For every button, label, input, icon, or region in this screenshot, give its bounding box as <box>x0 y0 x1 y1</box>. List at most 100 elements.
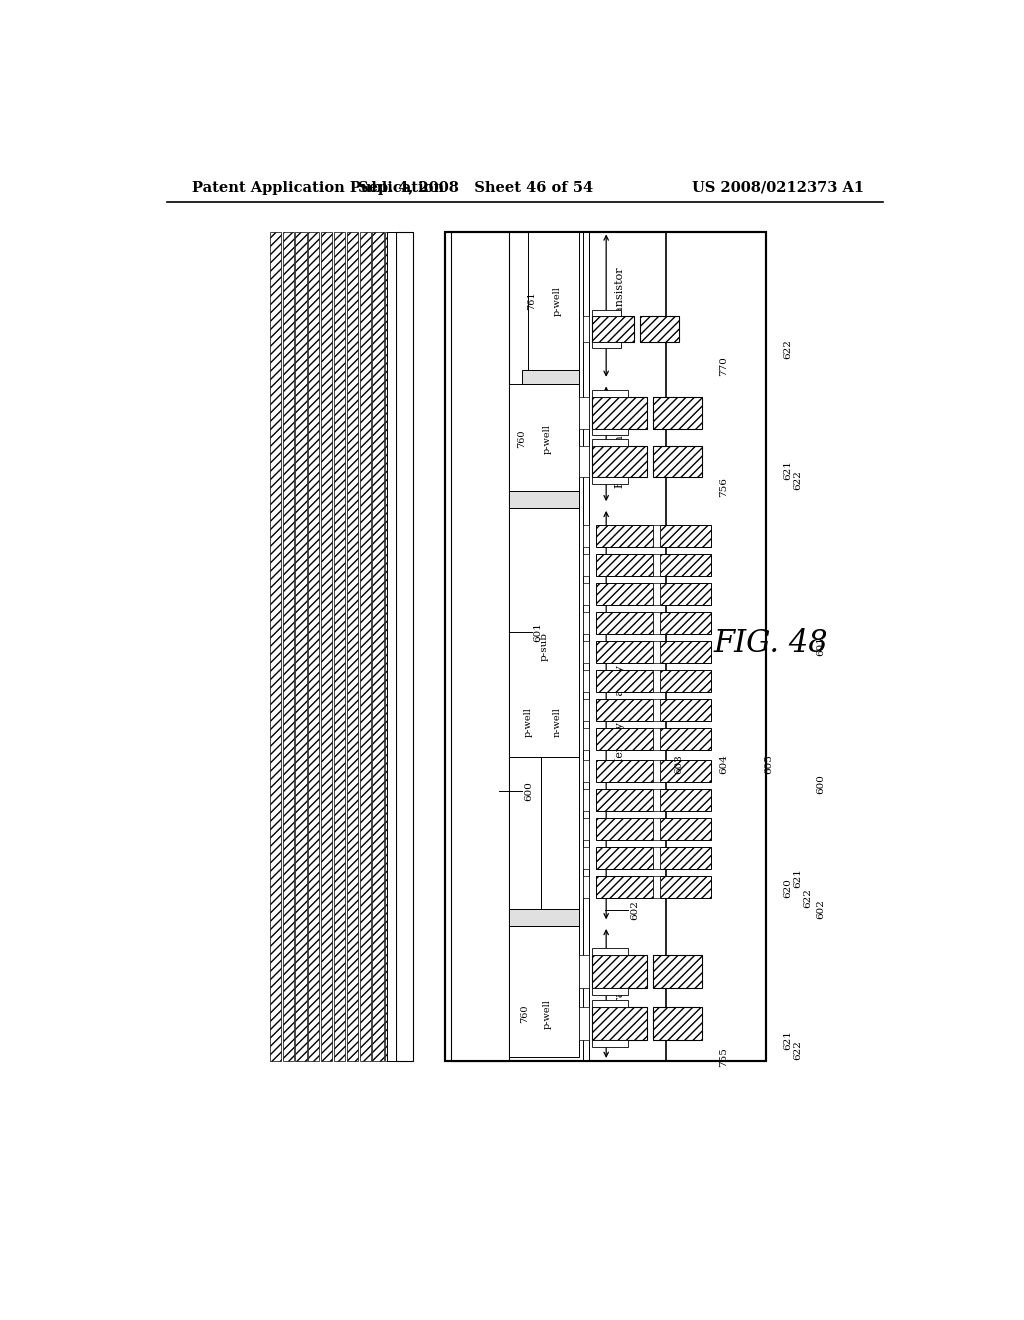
Polygon shape <box>269 231 281 1061</box>
Polygon shape <box>653 727 659 750</box>
Text: 622: 622 <box>794 1040 803 1060</box>
Text: 603: 603 <box>675 754 684 774</box>
Polygon shape <box>385 231 396 1061</box>
Polygon shape <box>509 756 541 908</box>
Polygon shape <box>387 231 396 1061</box>
Polygon shape <box>596 553 653 576</box>
Text: 605: 605 <box>765 754 773 774</box>
Polygon shape <box>592 948 628 956</box>
Polygon shape <box>596 524 653 546</box>
Polygon shape <box>359 231 371 1061</box>
Polygon shape <box>592 989 628 995</box>
Polygon shape <box>659 727 711 750</box>
Polygon shape <box>541 756 580 908</box>
Text: 600: 600 <box>524 781 534 801</box>
Polygon shape <box>640 315 679 342</box>
Polygon shape <box>583 611 589 634</box>
Polygon shape <box>596 640 653 663</box>
Polygon shape <box>509 491 580 508</box>
Polygon shape <box>653 640 659 663</box>
Text: p-well: p-well <box>543 999 552 1028</box>
Polygon shape <box>583 817 589 840</box>
Polygon shape <box>509 927 580 1057</box>
Polygon shape <box>659 582 711 605</box>
Polygon shape <box>334 231 345 1061</box>
Polygon shape <box>583 698 589 721</box>
Polygon shape <box>592 342 622 347</box>
Polygon shape <box>583 846 589 869</box>
Polygon shape <box>583 669 589 692</box>
Polygon shape <box>444 231 766 1061</box>
Polygon shape <box>521 370 580 384</box>
Polygon shape <box>659 876 711 899</box>
Polygon shape <box>653 397 701 429</box>
Polygon shape <box>583 759 589 781</box>
Polygon shape <box>596 846 653 869</box>
Polygon shape <box>596 698 653 721</box>
Polygon shape <box>283 231 294 1061</box>
Polygon shape <box>509 384 580 491</box>
Polygon shape <box>396 231 413 1061</box>
Text: Patent Application Publication: Patent Application Publication <box>191 181 443 194</box>
Polygon shape <box>596 669 653 692</box>
Text: 601: 601 <box>816 636 824 656</box>
Polygon shape <box>659 698 711 721</box>
Polygon shape <box>583 640 589 663</box>
Polygon shape <box>583 727 589 750</box>
Polygon shape <box>580 1007 589 1040</box>
Text: US 2008/0212373 A1: US 2008/0212373 A1 <box>692 181 864 194</box>
Polygon shape <box>659 640 711 663</box>
Polygon shape <box>653 582 659 605</box>
Text: n-well: n-well <box>553 708 561 737</box>
Polygon shape <box>659 846 711 869</box>
Text: 622: 622 <box>803 888 812 908</box>
Polygon shape <box>596 582 653 605</box>
Polygon shape <box>592 1001 628 1007</box>
Polygon shape <box>592 438 628 446</box>
Polygon shape <box>583 788 589 810</box>
Polygon shape <box>653 788 659 810</box>
Polygon shape <box>653 846 659 869</box>
Polygon shape <box>653 669 659 692</box>
Polygon shape <box>596 788 653 810</box>
Polygon shape <box>596 727 653 750</box>
Polygon shape <box>653 553 659 576</box>
Polygon shape <box>592 315 634 342</box>
Text: 756: 756 <box>720 478 728 498</box>
Polygon shape <box>659 817 711 840</box>
Polygon shape <box>451 231 509 1061</box>
Polygon shape <box>653 698 659 721</box>
Polygon shape <box>583 876 589 899</box>
Polygon shape <box>659 524 711 546</box>
Polygon shape <box>295 231 306 1061</box>
Text: Memory cell array: Memory cell array <box>615 665 626 770</box>
Polygon shape <box>596 876 653 899</box>
Polygon shape <box>659 553 711 576</box>
Polygon shape <box>653 611 659 634</box>
Text: 760: 760 <box>517 429 526 447</box>
Text: FHV transistor: FHV transistor <box>615 952 626 1036</box>
Polygon shape <box>528 231 580 370</box>
Polygon shape <box>322 231 332 1061</box>
Polygon shape <box>583 315 589 342</box>
Polygon shape <box>659 759 711 781</box>
Polygon shape <box>653 1007 701 1040</box>
Text: 622: 622 <box>783 339 793 359</box>
Polygon shape <box>596 611 653 634</box>
Polygon shape <box>592 956 647 989</box>
Polygon shape <box>653 817 659 840</box>
Text: FIG. 48: FIG. 48 <box>714 628 828 659</box>
Polygon shape <box>592 477 628 484</box>
Text: 621: 621 <box>794 867 803 887</box>
Polygon shape <box>583 582 589 605</box>
Text: 604: 604 <box>720 754 728 774</box>
Polygon shape <box>373 231 384 1061</box>
Text: FHV transistor: FHV transistor <box>615 404 626 488</box>
Polygon shape <box>653 876 659 899</box>
Text: 621: 621 <box>783 461 793 480</box>
Text: 602: 602 <box>816 899 824 919</box>
Polygon shape <box>659 611 711 634</box>
Polygon shape <box>592 391 628 397</box>
Text: Sep. 4, 2008   Sheet 46 of 54: Sep. 4, 2008 Sheet 46 of 54 <box>357 181 593 194</box>
Polygon shape <box>592 429 628 436</box>
